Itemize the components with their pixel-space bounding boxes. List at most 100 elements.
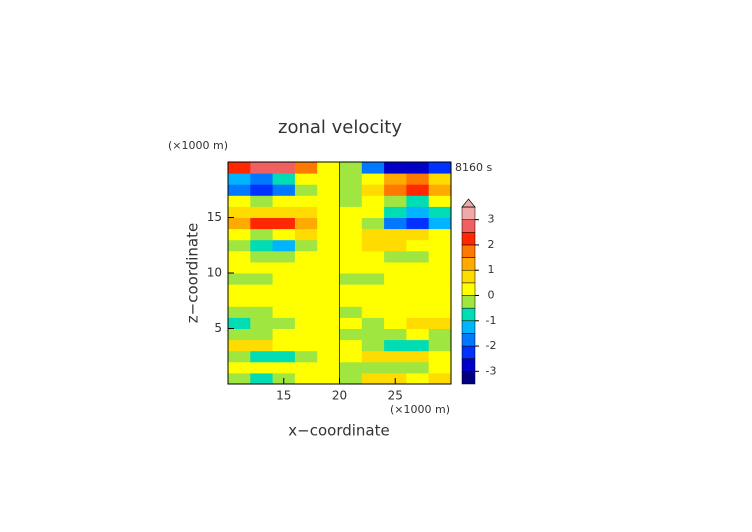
- cell: [361, 239, 385, 252]
- cell: [317, 306, 340, 318]
- cell: [250, 306, 274, 318]
- cell: [384, 328, 407, 341]
- cell: [250, 228, 274, 241]
- cell: [250, 372, 274, 385]
- cell: [339, 350, 363, 363]
- cell: [317, 295, 340, 307]
- cell: [250, 339, 274, 352]
- cell: [428, 284, 452, 296]
- cell: [384, 361, 407, 374]
- cell: [384, 317, 407, 329]
- cell: [317, 261, 340, 274]
- cell: [384, 173, 407, 185]
- cell: [339, 217, 363, 230]
- cell: [250, 217, 274, 230]
- cell: [272, 162, 296, 174]
- cell: [384, 195, 407, 207]
- colorbar-bin: [461, 257, 476, 271]
- cell: [250, 361, 274, 374]
- cell: [361, 295, 385, 307]
- y-tick-label: 15: [207, 210, 222, 224]
- cell: [317, 372, 340, 385]
- cell: [228, 228, 251, 241]
- cell: [406, 217, 430, 230]
- cell: [250, 206, 274, 218]
- cell: [272, 195, 296, 207]
- cell: [294, 306, 318, 318]
- colorbar-bin: [461, 320, 476, 334]
- cell: [339, 361, 363, 374]
- colorbar-tick-label: -2: [486, 339, 497, 352]
- cell: [361, 261, 385, 274]
- time-label: 8160 s: [455, 161, 492, 174]
- cell: [317, 217, 340, 230]
- cell: [361, 206, 385, 218]
- cell: [406, 350, 430, 363]
- x-axis-label: x−coordinate: [288, 422, 389, 440]
- cell: [339, 206, 363, 218]
- cell: [406, 239, 430, 252]
- cell: [228, 173, 251, 185]
- cell: [250, 295, 274, 307]
- cell: [384, 273, 407, 285]
- cell: [228, 295, 251, 307]
- colorbar-bin: [461, 219, 476, 233]
- cell: [339, 195, 363, 207]
- colorbar-bin: [461, 295, 476, 309]
- x-tick-label: 25: [388, 389, 403, 403]
- cell: [428, 162, 452, 174]
- cell: [272, 228, 296, 241]
- cell: [339, 339, 363, 352]
- colorbar-bin: [461, 371, 476, 385]
- cell: [406, 250, 430, 263]
- cell: [428, 239, 452, 252]
- cell: [428, 217, 452, 230]
- x-unit: (×1000 m): [390, 403, 450, 416]
- cell: [250, 173, 274, 185]
- cell: [250, 162, 274, 174]
- cell: [406, 372, 430, 385]
- cell: [272, 261, 296, 274]
- cell: [406, 206, 430, 218]
- cell: [406, 328, 430, 341]
- cell: [428, 350, 452, 363]
- cell: [428, 261, 452, 274]
- cell: [406, 261, 430, 274]
- colorbar-tick-label: 1: [488, 263, 495, 276]
- cell: [384, 306, 407, 318]
- y-tick-label: 10: [207, 266, 222, 280]
- y-tick-label: 5: [214, 321, 222, 335]
- cell: [428, 295, 452, 307]
- cell: [317, 162, 340, 174]
- cell: [339, 372, 363, 385]
- cell: [294, 261, 318, 274]
- cell: [317, 250, 340, 263]
- colorbar-bin: [461, 206, 476, 220]
- cell: [428, 306, 452, 318]
- cell: [384, 250, 407, 263]
- cell: [428, 228, 452, 241]
- cell: [406, 228, 430, 241]
- cell: [339, 284, 363, 296]
- colorbar-bin: [461, 307, 476, 322]
- y-axis-label: z−coordinate: [184, 223, 202, 323]
- cell: [228, 306, 251, 318]
- cell: [428, 328, 452, 341]
- cell: [339, 295, 363, 307]
- cell: [317, 228, 340, 241]
- cell: [250, 350, 274, 363]
- cell: [294, 250, 318, 263]
- cell: [317, 317, 340, 329]
- cell: [428, 372, 452, 385]
- cell: [228, 328, 251, 341]
- cell: [428, 195, 452, 207]
- cell: [317, 239, 340, 252]
- cell: [428, 361, 452, 374]
- cell: [406, 361, 430, 374]
- cell: [384, 239, 407, 252]
- cell: [272, 239, 296, 252]
- cell: [228, 273, 251, 285]
- cell: [272, 317, 296, 329]
- colorbar-tick-label: 0: [488, 289, 495, 302]
